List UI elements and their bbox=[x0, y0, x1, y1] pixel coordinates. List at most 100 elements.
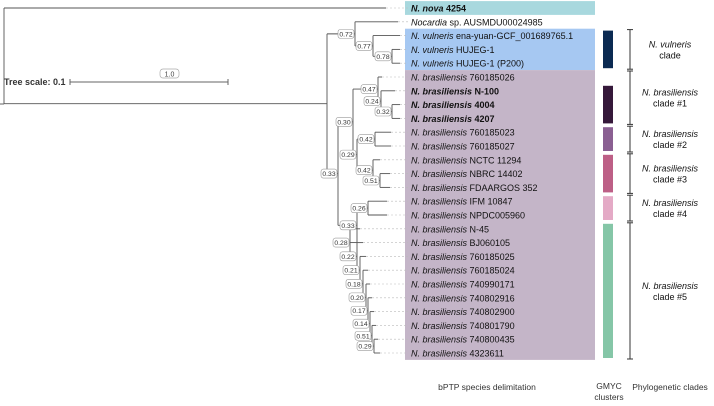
taxon-strain: 760185024 bbox=[467, 266, 515, 276]
taxon-label: N. brasiliensis FDAARGOS 352 bbox=[411, 183, 538, 193]
bptp-species-bands bbox=[405, 1, 595, 360]
taxon-strain: 4323611 bbox=[467, 349, 504, 359]
taxon-strain: 740800435 bbox=[467, 335, 515, 345]
gmyc-cluster-bar bbox=[603, 85, 613, 124]
support-value: 0.77 bbox=[357, 43, 370, 50]
tree-scale-label: Tree scale: 0.1 bbox=[4, 77, 66, 87]
taxon-label: N. brasiliensis 740990171 bbox=[411, 280, 515, 290]
taxon-genus: N. brasiliensis bbox=[411, 307, 468, 317]
leader-lines bbox=[360, 7, 408, 354]
clade-name: N. brasiliensis bbox=[642, 129, 699, 139]
taxon-genus: N. brasiliensis bbox=[411, 128, 468, 138]
taxon-genus: N. brasiliensis bbox=[411, 183, 468, 193]
taxon-genus: N. brasiliensis bbox=[411, 238, 468, 248]
gmyc-footer-label-line2: clusters bbox=[594, 392, 623, 402]
support-box bbox=[332, 237, 350, 248]
taxon-genus: N. brasiliensis bbox=[411, 197, 468, 207]
support-values: 0.78 0.77 0.72 0.32 0.24 0.47 0.42 0.51 0.42 0.29… bbox=[320, 29, 392, 351]
support-value: 0.72 bbox=[339, 31, 352, 38]
support-box bbox=[362, 175, 380, 186]
support-box bbox=[335, 117, 353, 127]
support-value: 0.21 bbox=[344, 268, 357, 275]
support-box bbox=[352, 318, 370, 329]
gmyc-cluster-bar bbox=[603, 127, 613, 151]
taxon-genus: N. brasiliensis bbox=[411, 114, 472, 124]
support-value: 0.26 bbox=[352, 206, 365, 213]
support-value: 0.78 bbox=[376, 54, 389, 61]
support-box bbox=[320, 168, 338, 179]
taxon-label: N. brasiliensis N-45 bbox=[411, 224, 489, 234]
taxon-label: N. vulneris HUJEG-1 bbox=[411, 45, 495, 55]
taxon-label: N. vulneris ena-yuan-GCF_001689765.1 bbox=[411, 31, 573, 41]
support-value: 0.30 bbox=[337, 119, 350, 126]
taxon-genus: Nocardia bbox=[411, 17, 447, 27]
taxon-strain: 4004 bbox=[472, 100, 495, 110]
taxon-label: N. vulneris HUJEG-1 (P200) bbox=[411, 59, 524, 69]
clade-name: N. vulneris bbox=[649, 39, 692, 49]
taxon-label: N. brasiliensis 4207 bbox=[411, 114, 495, 124]
taxon-genus: N. brasiliensis bbox=[411, 169, 468, 179]
support-box bbox=[348, 292, 366, 303]
taxon-label: N. brasiliensis 740802916 bbox=[411, 293, 515, 303]
support-value: 0.33 bbox=[322, 171, 335, 178]
support-box bbox=[354, 330, 372, 341]
taxon-genus: N. brasiliensis bbox=[411, 252, 468, 262]
support-box bbox=[355, 41, 373, 51]
taxon-label: N. brasiliensis 760185024 bbox=[411, 266, 515, 276]
gmyc-footer-label-line1: GMYC bbox=[596, 381, 622, 391]
taxon-label: N. brasiliensis 740800435 bbox=[411, 335, 515, 345]
taxon-strain: 740802900 bbox=[467, 307, 515, 317]
support-box bbox=[339, 251, 357, 262]
tree-branches bbox=[0, 7, 400, 354]
taxon-genus: N. brasiliensis bbox=[411, 142, 468, 152]
taxon-strain: N-100 bbox=[472, 86, 499, 96]
taxon-label: N. brasiliensis 760185023 bbox=[411, 128, 515, 138]
bptp-band-vulneris bbox=[405, 28, 595, 71]
taxon-strain: 4207 bbox=[472, 114, 495, 124]
support-value: 0.47 bbox=[362, 87, 375, 94]
taxon-strain: 760185023 bbox=[467, 128, 515, 138]
support-value: 0.51 bbox=[356, 333, 369, 340]
taxon-genus: N. brasiliensis bbox=[411, 266, 468, 276]
taxon-genus: N. vulneris bbox=[411, 59, 454, 69]
support-value: 0.14 bbox=[354, 321, 367, 328]
gmyc-cluster-bar bbox=[603, 30, 613, 69]
clade-subtitle: clade #5 bbox=[653, 292, 687, 302]
support-value: 0.22 bbox=[341, 254, 354, 261]
taxon-strain: 740802916 bbox=[467, 293, 515, 303]
support-value: 0.29 bbox=[341, 152, 354, 159]
gmyc-cluster-bars bbox=[603, 30, 613, 358]
taxon-strain: 760185025 bbox=[467, 252, 515, 262]
support-box bbox=[350, 203, 368, 213]
taxon-label: N. brasiliensis BJ060105 bbox=[411, 238, 510, 248]
support-box bbox=[339, 220, 357, 231]
support-value: 0.32 bbox=[376, 109, 389, 116]
taxon-strain: AUSMDU00024985 bbox=[462, 17, 543, 27]
taxon-strain: NBRC 14402 bbox=[467, 169, 523, 179]
support-box bbox=[345, 278, 363, 289]
root-support-value: 1.0 bbox=[165, 72, 175, 79]
bptp-band-nova bbox=[405, 1, 595, 15]
taxon-strain: ena-yuan-GCF_001689765.1 bbox=[454, 31, 574, 41]
taxon-strain: 760185027 bbox=[467, 142, 515, 152]
taxon-label: N. brasiliensis 740802900 bbox=[411, 307, 515, 317]
taxon-genus: N. brasiliensis bbox=[411, 100, 472, 110]
clade-name: N. brasiliensis bbox=[642, 164, 699, 174]
support-box bbox=[374, 51, 392, 62]
taxon-strain: IFM 10847 bbox=[467, 197, 513, 207]
taxon-strain: FDAARGOS 352 bbox=[467, 183, 538, 193]
taxon-genus: N. brasiliensis bbox=[411, 335, 468, 345]
support-box bbox=[339, 149, 357, 160]
support-value: 0.42 bbox=[357, 168, 370, 175]
taxon-label: N. brasiliensis 760185026 bbox=[411, 73, 515, 83]
support-box bbox=[357, 134, 375, 144]
taxon-strain: N-45 bbox=[467, 224, 489, 234]
support-box bbox=[350, 305, 368, 316]
clade-subtitle: clade #2 bbox=[653, 140, 687, 150]
gmyc-cluster-bar bbox=[603, 223, 613, 358]
taxon-strain: HUJEG-1 bbox=[454, 45, 495, 55]
taxon-strain: HUJEG-1 (P200) bbox=[454, 59, 525, 69]
clade-subtitle: clade bbox=[659, 50, 681, 60]
bptp-band-brasiliensis bbox=[405, 70, 595, 360]
